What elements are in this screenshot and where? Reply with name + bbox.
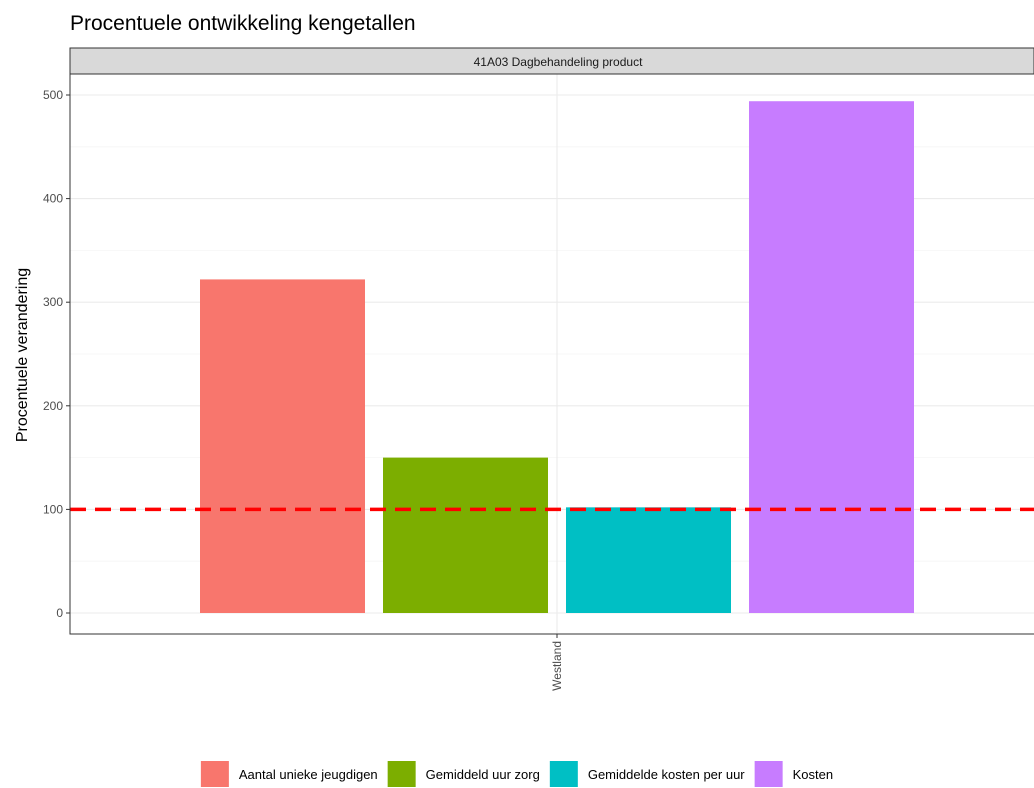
legend-item: Gemiddeld uur zorg <box>387 761 540 787</box>
y-tick-label: 400 <box>43 192 63 206</box>
y-tick-label: 100 <box>43 502 63 516</box>
y-axis-label: Procentuele verandering <box>14 268 31 442</box>
legend-item: Kosten <box>754 761 833 787</box>
x-tick-label: Westland <box>550 641 564 691</box>
y-axis: 0 100 200 300 400 500 <box>43 88 70 620</box>
bar <box>566 507 731 613</box>
chart-title: Procentuele ontwikkeling kengetallen <box>70 12 416 35</box>
legend-label: Aantal unieke jeugdigen <box>239 767 378 782</box>
bar <box>749 101 914 613</box>
facet-label: 41A03 Dagbehandeling product <box>474 55 643 69</box>
facet-strip <box>69 47 1034 75</box>
legend: Aantal unieke jeugdigen Gemiddeld uur zor… <box>200 761 833 787</box>
legend-item: Aantal unieke jeugdigen <box>200 761 378 787</box>
y-tick-label: 0 <box>56 606 63 620</box>
legend-key <box>387 761 416 787</box>
bar <box>383 457 548 613</box>
y-tick-label: 300 <box>43 295 63 309</box>
bar <box>200 279 365 613</box>
x-axis: Westland <box>550 634 564 691</box>
y-tick-label: 500 <box>43 88 63 102</box>
legend-key <box>549 761 578 787</box>
legend-label: Gemiddelde kosten per uur <box>588 767 745 782</box>
legend-item: Gemiddelde kosten per uur <box>549 761 745 787</box>
legend-key <box>754 761 783 787</box>
bars <box>200 101 914 613</box>
panel-border <box>69 73 1034 635</box>
legend-label: Kosten <box>793 767 833 782</box>
legend-label: Gemiddeld uur zorg <box>426 767 540 782</box>
y-tick-label: 200 <box>43 399 63 413</box>
legend-key <box>200 761 229 787</box>
